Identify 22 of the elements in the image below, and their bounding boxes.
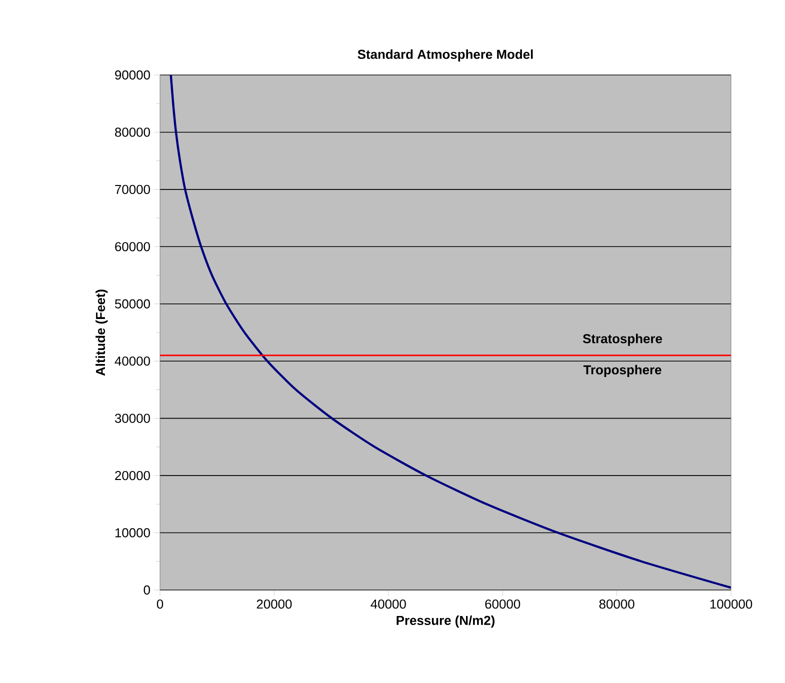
y-tick-label: 40000: [114, 356, 150, 366]
line-series: [170, 74, 732, 589]
x-tick-label: 40000: [370, 600, 406, 609]
y-tick-label: 70000: [115, 184, 150, 194]
y-tick-label: 60000: [115, 242, 150, 252]
x-tick-label: 20000: [256, 600, 292, 609]
x-tick-label: 0: [156, 600, 164, 609]
chart-title: Standard Atmosphere Model: [358, 49, 533, 62]
annotation: Troposphere: [583, 364, 662, 377]
y-tick-label: 80000: [115, 128, 150, 137]
x-tick-label: 80000: [599, 600, 634, 609]
x-tick-label: 100000: [710, 600, 752, 609]
y-tick-label: 50000: [114, 299, 150, 308]
y-tick-label: 10000: [115, 528, 150, 538]
y-tick-label: 20000: [115, 470, 150, 480]
annotation: Stratosphere: [582, 334, 662, 346]
y-tick-label: 30000: [114, 414, 150, 423]
y-axis-title: Altitude (Feet): [96, 290, 108, 376]
y-tick-label: 0: [144, 585, 150, 595]
y-tick-label: 90000: [115, 70, 150, 80]
x-axis-title: Pressure (N/m2): [396, 616, 495, 628]
x-tick-label: 60000: [485, 600, 520, 609]
